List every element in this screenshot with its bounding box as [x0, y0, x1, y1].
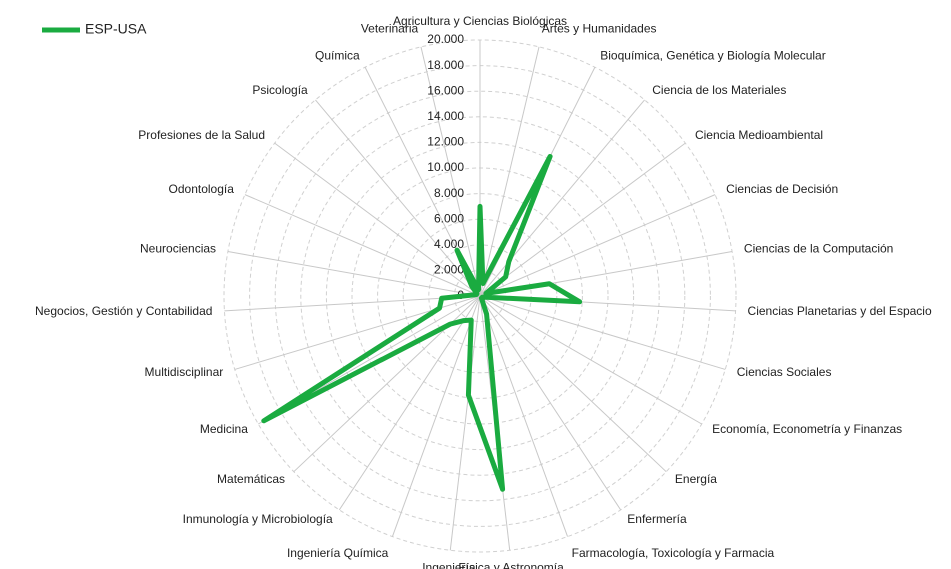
spoke	[224, 295, 481, 312]
category-label: Odontología	[169, 182, 235, 196]
spoke	[479, 295, 667, 473]
y-tick-label: 20.000	[427, 32, 464, 46]
grid-ring	[377, 193, 583, 399]
spoke	[315, 99, 481, 297]
spoke	[479, 295, 622, 511]
y-tick-label: 2.000	[434, 263, 464, 277]
category-label: Ciencias Sociales	[737, 365, 832, 379]
category-label: Agricultura y Ciencias Biológicas	[393, 14, 567, 28]
y-tick-label: 16.000	[427, 83, 464, 97]
y-tick-label: 8.000	[434, 186, 464, 200]
spoke	[479, 295, 702, 425]
y-tick-label: 4.000	[434, 237, 464, 251]
category-label: Enfermería	[627, 512, 687, 526]
category-label: Ciencias Planetarias y del Espacio	[748, 304, 932, 318]
category-label: Veterinaria	[361, 21, 419, 35]
spoke	[420, 46, 481, 297]
spoke	[274, 142, 481, 297]
category-label: Ciencia Medioambiental	[695, 128, 823, 142]
spoke	[479, 295, 726, 370]
spoke	[227, 251, 481, 297]
category-label: Economía, Econometría y Finanzas	[712, 422, 902, 436]
category-label: Física y Astronomía	[458, 560, 564, 569]
grid-ring	[300, 116, 660, 476]
spoke	[391, 295, 481, 537]
spoke	[479, 295, 569, 537]
category-label: Negocios, Gestión y Contabilidad	[35, 304, 212, 318]
category-label: Psicología	[252, 83, 308, 97]
spoke	[479, 142, 686, 297]
category-label: Neurociencias	[140, 242, 216, 256]
grid-ring	[274, 90, 686, 502]
category-label: Profesiones de la Salud	[138, 128, 265, 142]
y-tick-label: 18.000	[427, 58, 464, 72]
category-label: Energía	[675, 472, 717, 486]
category-label: Ingeniería	[422, 560, 476, 569]
category-label: Ciencia de los Materiales	[652, 83, 786, 97]
category-label: Ciencias de la Computación	[744, 242, 893, 256]
category-label: Bioquímica, Genética y Biología Molecula…	[600, 49, 825, 63]
y-tick-label: 12.000	[427, 135, 464, 149]
spoke	[449, 295, 481, 551]
category-label: Farmacología, Toxicología y Farmacia	[572, 546, 775, 560]
category-label: Matemáticas	[217, 472, 285, 486]
category-label: Medicina	[200, 422, 248, 436]
y-tick-label: 14.000	[427, 109, 464, 123]
spoke	[479, 99, 645, 297]
category-label: Inmunología y Microbiología	[183, 512, 333, 526]
category-label: Química	[315, 49, 360, 63]
grid-ring	[402, 218, 558, 374]
spoke	[338, 295, 481, 511]
legend-label: ESP-USA	[85, 21, 147, 37]
category-label: Ingeniería Química	[287, 546, 389, 560]
category-label: Multidisciplinar	[145, 365, 224, 379]
series-line	[261, 153, 583, 492]
spoke	[479, 46, 540, 297]
spoke	[479, 194, 716, 297]
category-label: Artes y Humanidades	[542, 21, 657, 35]
y-tick-label: 6.000	[434, 211, 464, 225]
spoke	[244, 194, 481, 297]
y-tick-label: 10.000	[427, 160, 464, 174]
category-label: Ciencias de Decisión	[726, 182, 838, 196]
